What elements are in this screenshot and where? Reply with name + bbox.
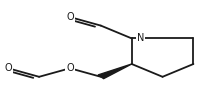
Text: N: N [137,33,144,43]
Text: O: O [4,63,12,73]
Text: O: O [66,63,74,73]
Text: O: O [66,12,74,22]
Polygon shape [98,64,132,79]
